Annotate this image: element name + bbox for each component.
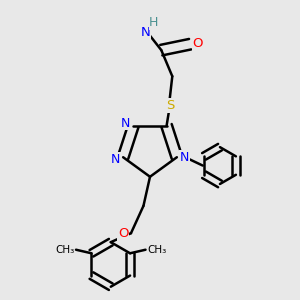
Text: CH₃: CH₃ bbox=[55, 245, 74, 255]
Text: O: O bbox=[193, 37, 203, 50]
Text: N: N bbox=[180, 151, 189, 164]
Text: H: H bbox=[149, 16, 159, 29]
Text: O: O bbox=[118, 227, 128, 240]
Text: N: N bbox=[111, 153, 120, 166]
Text: N: N bbox=[120, 117, 130, 130]
Text: S: S bbox=[166, 99, 174, 112]
Text: CH₃: CH₃ bbox=[147, 245, 167, 255]
Text: N: N bbox=[141, 26, 150, 39]
